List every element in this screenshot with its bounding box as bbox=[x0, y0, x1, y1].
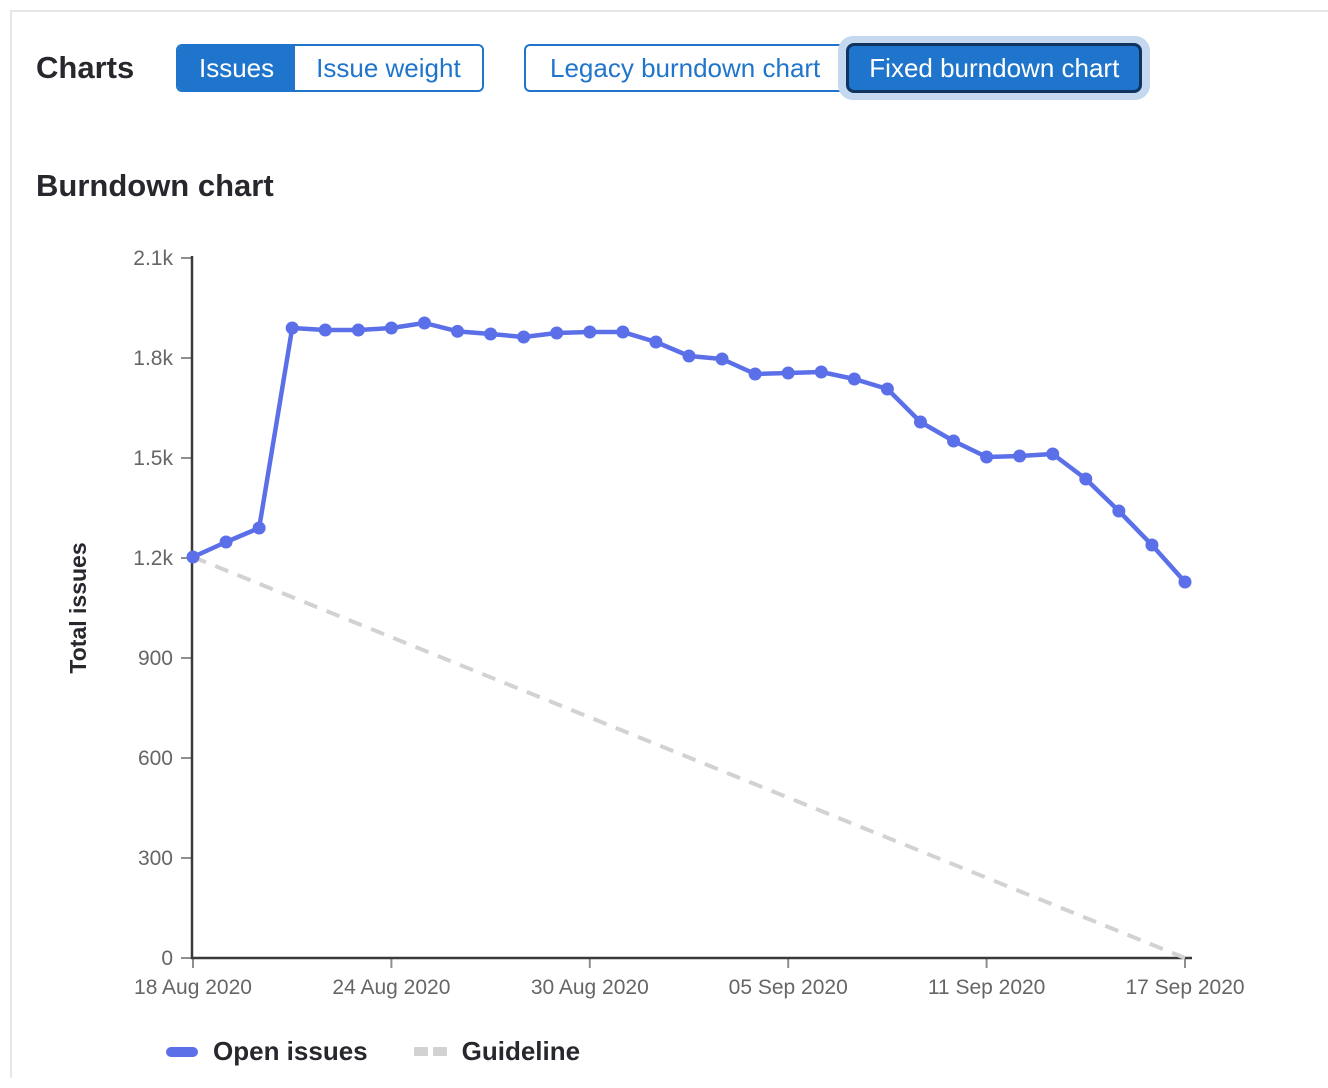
data-point bbox=[384, 321, 398, 335]
legend-item-open-issues[interactable]: Open issues bbox=[166, 1036, 368, 1067]
chart-text: 900 bbox=[138, 647, 173, 670]
data-point bbox=[1178, 575, 1192, 589]
chart-text: Total issues bbox=[65, 542, 91, 673]
data-point bbox=[880, 382, 894, 396]
focus-ring: Fixed burndown chart bbox=[838, 36, 1151, 100]
chart-text: 0 bbox=[161, 947, 173, 970]
data-point bbox=[814, 365, 828, 379]
data-point bbox=[781, 366, 795, 380]
data-point bbox=[550, 326, 564, 340]
chart-text: 600 bbox=[138, 747, 173, 770]
fixed-burndown-chart-button[interactable]: Fixed burndown chart bbox=[846, 43, 1143, 93]
charts-label: Charts bbox=[36, 50, 135, 85]
data-point bbox=[186, 550, 200, 564]
page-title: Burndown chart bbox=[36, 168, 274, 203]
issue-type-toggle-group: Issues Issue weight bbox=[176, 44, 484, 92]
chart-text: 1.8k bbox=[133, 347, 173, 370]
data-point bbox=[947, 434, 961, 448]
guideline-series bbox=[192, 555, 1186, 960]
chart-text: 300 bbox=[138, 847, 173, 870]
data-point bbox=[715, 352, 729, 366]
legend-item-guideline[interactable]: Guideline bbox=[413, 1036, 581, 1067]
container-left-border bbox=[10, 10, 12, 1078]
guideline-dashed-swatch-icon bbox=[413, 1047, 447, 1056]
data-point bbox=[748, 367, 762, 381]
burndown-chart: Total issues 0 300 600 900 1.2k 1.5k 1.8k 2.1k 18… bbox=[65, 247, 1245, 999]
data-point bbox=[649, 335, 663, 349]
data-point bbox=[980, 450, 994, 464]
data-point bbox=[1145, 538, 1159, 552]
chart-text: 24 Aug 2020 bbox=[332, 976, 450, 999]
chart-text: 1.5k bbox=[133, 447, 173, 470]
open-issues-line-swatch-icon bbox=[166, 1046, 198, 1057]
issues-toggle-button[interactable]: Issues bbox=[178, 46, 296, 90]
data-point bbox=[1079, 472, 1093, 486]
chart-text: 30 Aug 2020 bbox=[531, 976, 649, 999]
data-point bbox=[583, 325, 597, 339]
chart-text: 11 Sep 2020 bbox=[928, 976, 1046, 999]
chart-legend: Open issues Guideline bbox=[166, 1036, 580, 1067]
chart-text: 05 Sep 2020 bbox=[729, 976, 848, 999]
data-point bbox=[252, 521, 266, 535]
chart-text: 2.1k bbox=[133, 247, 173, 270]
data-point bbox=[1013, 449, 1027, 463]
data-point bbox=[484, 327, 498, 341]
data-point bbox=[682, 349, 696, 363]
data-point bbox=[318, 323, 332, 337]
issue-weight-toggle-button[interactable]: Issue weight bbox=[295, 46, 482, 90]
data-point bbox=[451, 324, 465, 338]
legend-open-issues-label: Open issues bbox=[213, 1036, 368, 1066]
data-point bbox=[616, 325, 630, 339]
legend-guideline-label: Guideline bbox=[461, 1036, 581, 1066]
chart-text: 17 Sep 2020 bbox=[1125, 976, 1244, 999]
chart-type-toggle-group: Legacy burndown chart Fixed burndown cha… bbox=[524, 36, 1151, 100]
chart-text: 1.2k bbox=[133, 547, 173, 570]
data-point bbox=[847, 372, 861, 386]
data-point bbox=[1112, 504, 1126, 518]
data-point bbox=[285, 321, 299, 335]
data-point bbox=[517, 330, 531, 344]
legacy-burndown-chart-button[interactable]: Legacy burndown chart bbox=[524, 44, 847, 92]
container-top-border bbox=[10, 10, 1328, 12]
data-point bbox=[351, 323, 365, 337]
data-point bbox=[417, 316, 431, 330]
chart-text: 18 Aug 2020 bbox=[134, 976, 252, 999]
data-point bbox=[913, 415, 927, 429]
data-point bbox=[1046, 447, 1060, 461]
data-point bbox=[219, 535, 233, 549]
